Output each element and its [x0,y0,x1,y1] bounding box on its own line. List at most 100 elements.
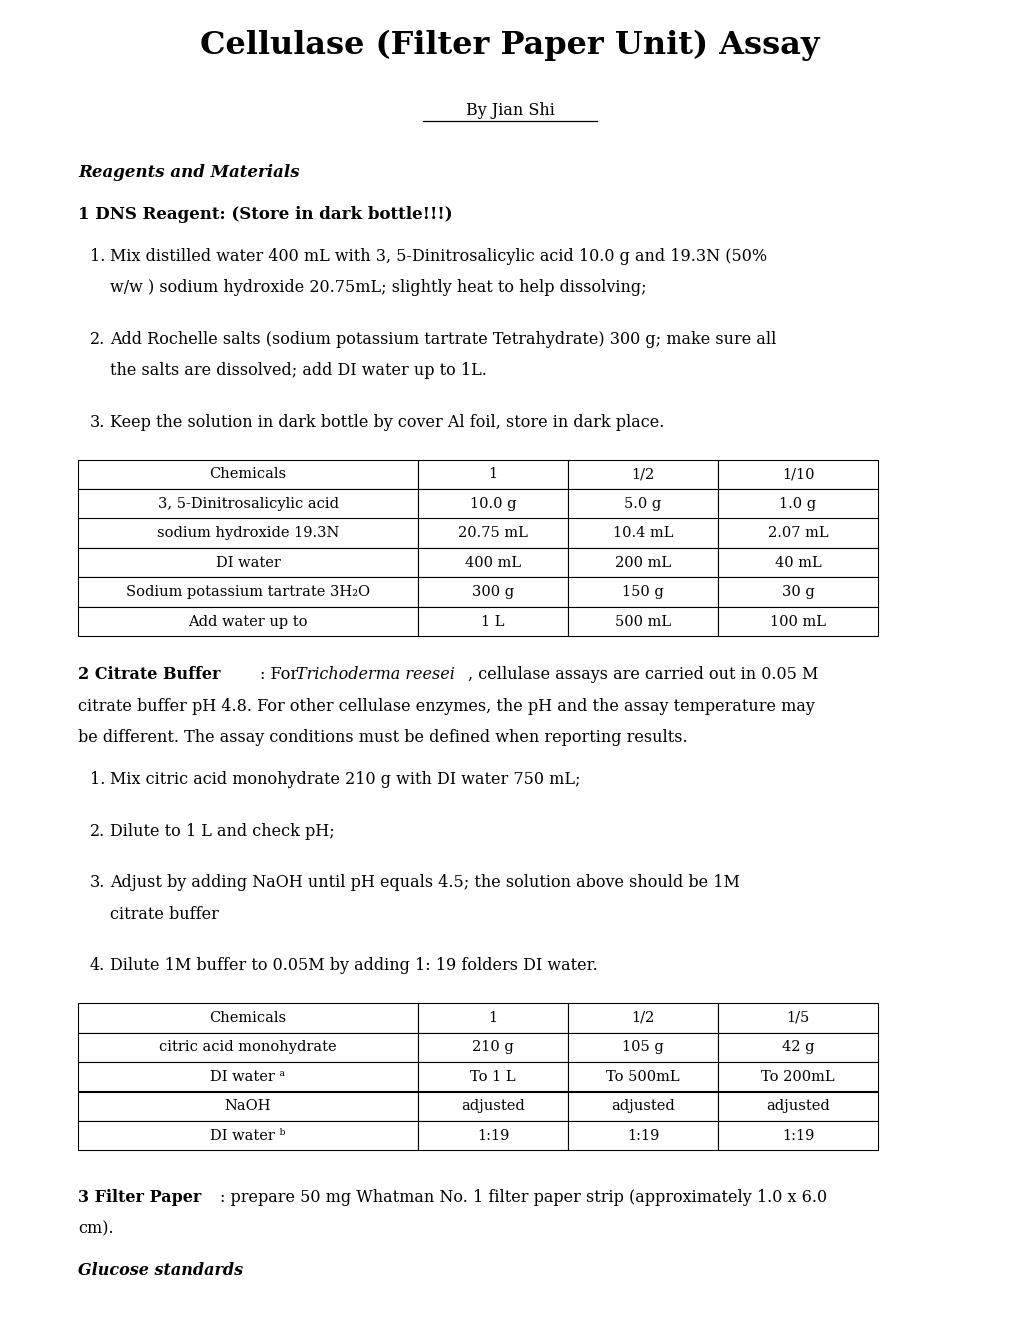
Text: adjusted: adjusted [610,1100,675,1113]
Text: By Jian Shi: By Jian Shi [465,102,554,119]
Text: 1/10: 1/10 [781,467,813,482]
Text: Adjust by adding NaOH until pH equals 4.5; the solution above should be 1M: Adjust by adding NaOH until pH equals 4.… [110,874,739,891]
Text: Dilute 1M buffer to 0.05M by adding 1: 19 folders DI water.: Dilute 1M buffer to 0.05M by adding 1: 1… [110,957,597,974]
Text: 105 g: 105 g [622,1040,663,1055]
Text: 1 L: 1 L [481,615,504,628]
Text: citrate buffer pH 4.8. For other cellulase enzymes, the pH and the assay tempera: citrate buffer pH 4.8. For other cellula… [77,698,814,715]
Text: 2 Citrate Buffer: 2 Citrate Buffer [77,667,220,684]
Bar [418,577,568,607]
Text: 1:19: 1:19 [781,1129,813,1143]
Text: DI water ᵃ: DI water ᵃ [210,1069,285,1084]
Bar [568,1003,717,1032]
Bar [717,607,877,636]
Bar [418,1003,568,1032]
Text: 2.: 2. [90,822,105,840]
Text: 400 mL: 400 mL [465,556,521,570]
Text: citrate buffer: citrate buffer [110,906,219,923]
Bar [717,1032,877,1063]
Text: Trichoderma reesei: Trichoderma reesei [296,667,454,684]
Bar [717,1092,877,1121]
Text: 4.: 4. [90,957,105,974]
Bar [418,1063,568,1092]
Bar [418,1032,568,1063]
Bar [418,1092,568,1121]
Text: 300 g: 300 g [472,585,514,599]
Text: , cellulase assays are carried out in 0.05 M: , cellulase assays are carried out in 0.… [468,667,817,684]
Text: Cellulase (Filter Paper Unit) Assay: Cellulase (Filter Paper Unit) Assay [200,30,819,61]
Text: 2.07 mL: 2.07 mL [767,527,827,540]
Bar [717,488,877,519]
Text: adjusted: adjusted [461,1100,525,1113]
Text: 42 g: 42 g [781,1040,813,1055]
Bar [77,488,418,519]
Text: Chemicals: Chemicals [209,467,286,482]
Text: 1.0 g: 1.0 g [779,496,816,511]
Bar [568,1092,717,1121]
Text: 30 g: 30 g [781,585,813,599]
Text: 1/2: 1/2 [631,1011,654,1024]
Bar [568,1121,717,1151]
Text: 1: 1 [488,467,497,482]
Text: To 200mL: To 200mL [760,1069,834,1084]
Text: 210 g: 210 g [472,1040,514,1055]
Bar [568,1032,717,1063]
Bar [717,1063,877,1092]
Text: 150 g: 150 g [622,585,663,599]
Text: 20.75 mL: 20.75 mL [458,527,528,540]
Text: Glucose standards: Glucose standards [77,1262,243,1279]
Text: 1:19: 1:19 [627,1129,658,1143]
Text: 3 Filter Paper: 3 Filter Paper [77,1188,201,1205]
Text: 2.: 2. [90,331,105,348]
Bar [717,1121,877,1151]
Text: adjusted: adjusted [765,1100,829,1113]
Text: 10.4 mL: 10.4 mL [612,527,673,540]
Text: Add Rochelle salts (sodium potassium tartrate Tetrahydrate) 300 g; make sure all: Add Rochelle salts (sodium potassium tar… [110,331,775,348]
Bar [568,459,717,488]
Text: 40 mL: 40 mL [773,556,820,570]
Bar [77,1063,418,1092]
Text: Mix citric acid monohydrate 210 g with DI water 750 mL;: Mix citric acid monohydrate 210 g with D… [110,771,580,788]
Text: 1.: 1. [90,248,105,265]
Text: To 500mL: To 500mL [605,1069,679,1084]
Text: be different. The assay conditions must be defined when reporting results.: be different. The assay conditions must … [77,730,687,747]
Text: DI water: DI water [215,556,280,570]
Bar [418,548,568,577]
Bar [418,488,568,519]
Bar [77,1121,418,1151]
Text: 3.: 3. [90,874,105,891]
Text: Keep the solution in dark bottle by cover Al foil, store in dark place.: Keep the solution in dark bottle by cove… [110,414,663,432]
Bar [717,519,877,548]
Text: w/w ) sodium hydroxide 20.75mL; slightly heat to help dissolving;: w/w ) sodium hydroxide 20.75mL; slightly… [110,280,646,297]
Text: Reagents and Materials: Reagents and Materials [77,164,300,181]
Bar [418,459,568,488]
Text: 3, 5-Dinitrosalicylic acid: 3, 5-Dinitrosalicylic acid [157,496,338,511]
Text: : prepare 50 mg Whatman No. 1 filter paper strip (approximately 1.0 x 6.0: : prepare 50 mg Whatman No. 1 filter pap… [220,1188,826,1205]
Bar [418,519,568,548]
Bar [717,1003,877,1032]
Bar [717,548,877,577]
Text: citric acid monohydrate: citric acid monohydrate [159,1040,336,1055]
Text: 1:19: 1:19 [476,1129,508,1143]
Text: 1 DNS Reagent: (Store in dark bottle!!!): 1 DNS Reagent: (Store in dark bottle!!!) [77,206,452,223]
Bar [568,607,717,636]
Bar [77,548,418,577]
Text: 10.0 g: 10.0 g [470,496,516,511]
Text: the salts are dissolved; add DI water up to 1L.: the salts are dissolved; add DI water up… [110,363,486,379]
Bar [717,459,877,488]
Bar [77,519,418,548]
Text: 100 mL: 100 mL [769,615,825,628]
Bar [568,488,717,519]
Text: 1.: 1. [90,771,105,788]
Text: 1/5: 1/5 [786,1011,809,1024]
Bar [77,1092,418,1121]
Text: To 1 L: To 1 L [470,1069,516,1084]
Text: 500 mL: 500 mL [614,615,671,628]
Bar [418,1121,568,1151]
Bar [77,607,418,636]
Bar [717,577,877,607]
Text: NaOH: NaOH [224,1100,271,1113]
Text: : For: : For [260,667,303,684]
Bar [568,1063,717,1092]
Text: 1: 1 [488,1011,497,1024]
Text: 5.0 g: 5.0 g [624,496,661,511]
